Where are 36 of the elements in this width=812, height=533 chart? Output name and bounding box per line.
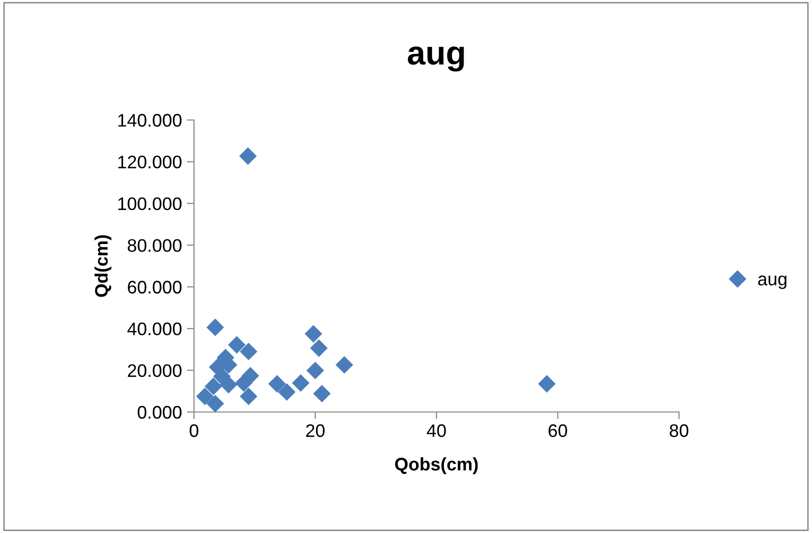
y-tick-label: 20.000 [128,364,182,378]
point [206,394,224,412]
point [204,378,222,396]
chart-title: aug [408,46,464,72]
x-tick-label: 80 [670,424,688,438]
x-tick-label: 40 [426,424,446,438]
x-axis-title: Qobs(cm) [395,457,478,474]
y-axis-title: Qd(cm) [94,235,112,297]
point [240,388,258,406]
point [234,374,252,392]
point [196,388,214,406]
y-tick-label: 140.000 [118,114,182,127]
point [239,147,257,165]
point [292,374,310,392]
y-tick-label: 100.000 [118,197,182,210]
point [206,318,224,336]
point [240,342,258,360]
point [310,339,328,357]
point [306,362,324,380]
x-tick-label: 20 [306,424,325,438]
point [220,376,238,394]
y-tick-label: 80.000 [128,239,182,252]
point [268,375,286,393]
point [228,336,246,354]
point [304,325,322,343]
point [278,383,296,401]
y-tick-label: 40.000 [127,322,182,336]
y-tick-label: 60.000 [128,280,182,294]
point [538,375,556,393]
x-tick-label: 0 [190,424,198,438]
point [336,356,354,374]
point [313,384,331,402]
legend-label: aug [758,276,786,290]
y-tick-label: 0.000 [138,406,182,419]
y-tick-label: 120.000 [118,156,182,168]
x-tick-label: 60 [548,424,568,438]
